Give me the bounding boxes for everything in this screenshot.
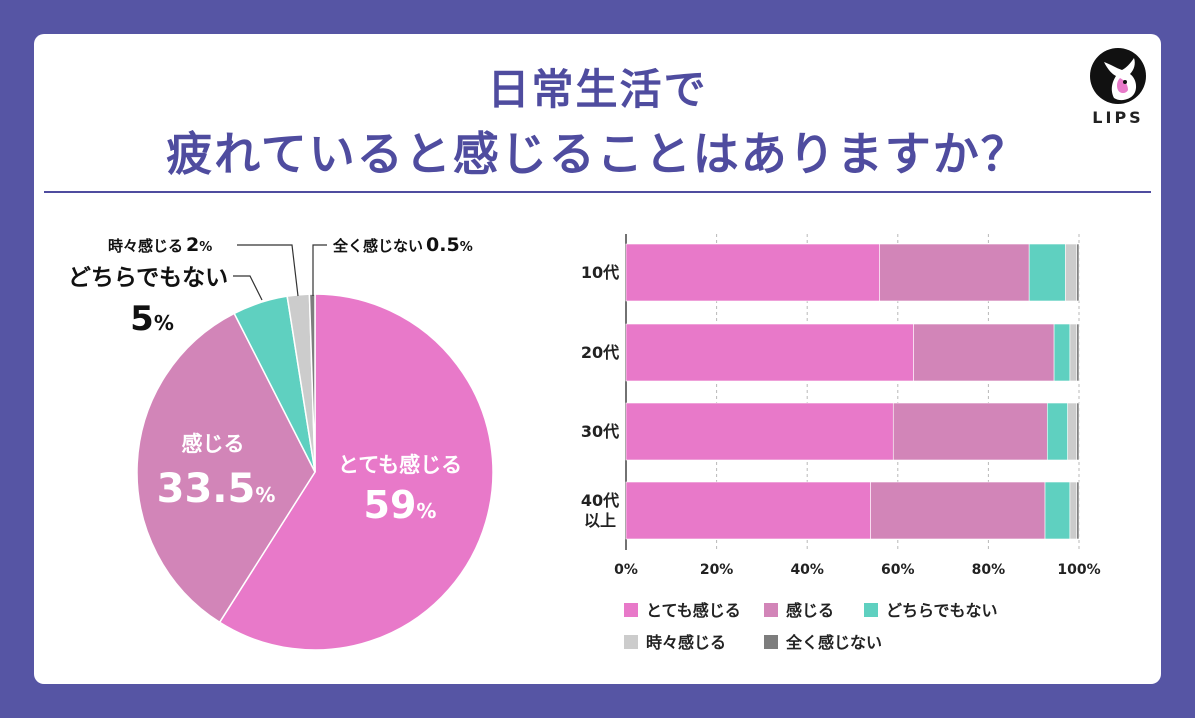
legend-label-4: 全く感じない xyxy=(785,633,882,652)
pie-label-never: 全く感じない 0.5% xyxy=(332,234,473,256)
pie-label-neither: どちらでもない xyxy=(68,265,228,291)
stacked-bar-chart: 0% 20% 40% 60% 80% 100% 10代 20代 30代 40代以上 xyxy=(581,234,1101,578)
legend-swatch-3 xyxy=(624,635,638,649)
bar-3-0 xyxy=(625,481,871,540)
bar-1-3 xyxy=(1069,323,1078,382)
legend-label-0: とても感じる xyxy=(646,601,741,620)
y-category-label-1: 20代 xyxy=(581,343,619,362)
pie-value-very: 59% xyxy=(364,483,437,527)
x-tick-label-1: 20% xyxy=(700,562,734,578)
bar-2-2 xyxy=(1046,402,1068,461)
title-line-2: 疲れていると感じることはありますか？ xyxy=(166,127,1029,181)
bar-0-3 xyxy=(1065,243,1078,302)
pie-slice-1 xyxy=(136,312,316,624)
bar-2-3 xyxy=(1067,402,1078,461)
y-category-label-0: 10代 xyxy=(581,263,619,282)
x-tick-label-2: 40% xyxy=(790,562,824,578)
logo-circle xyxy=(1090,48,1146,104)
x-tick-label-4: 80% xyxy=(972,562,1006,578)
bar-2-1 xyxy=(892,402,1048,461)
bar-3-1 xyxy=(870,481,1046,540)
legend-swatch-4 xyxy=(764,635,778,649)
pie-slice-0 xyxy=(218,293,494,651)
x-tick-label-5: 100% xyxy=(1057,562,1100,578)
bar-1-4 xyxy=(1076,323,1080,382)
bar-0-4 xyxy=(1076,243,1080,302)
bar-0-1 xyxy=(879,243,1030,302)
bar-1-1 xyxy=(913,323,1055,382)
bar-3-3 xyxy=(1069,481,1078,540)
lips-logo: LIPS xyxy=(1086,48,1150,134)
y-category-label-3: 40代以上 xyxy=(581,491,619,530)
legend-swatch-2 xyxy=(864,603,878,617)
y-category-label-2: 30代 xyxy=(581,422,619,441)
logo-text: LIPS xyxy=(1092,108,1144,127)
bar-3-2 xyxy=(1044,481,1071,540)
leader-line-neither xyxy=(233,275,263,301)
pie-label-feel: 感じる xyxy=(182,432,245,456)
bar-1-0 xyxy=(625,323,914,382)
bar-0-0 xyxy=(625,243,880,302)
pie-label-sometimes: 時々感じる 2% xyxy=(108,234,212,256)
legend-swatch-0 xyxy=(624,603,638,617)
bar-3-4 xyxy=(1076,481,1080,540)
pie-value-neither: 5% xyxy=(130,299,174,339)
x-tick-label-3: 60% xyxy=(881,562,915,578)
pie-slice-4 xyxy=(308,293,316,473)
bar-1-2 xyxy=(1053,323,1071,382)
pie-chart: とても感じる 59% 感じる 33.5% どちらでもない 5% 時々感じる 2% 全く感じない 0… xyxy=(68,234,494,651)
legend-label-2: どちらでもない xyxy=(886,601,998,620)
leader-line-sometimes xyxy=(237,244,299,297)
pie-label-very: とても感じる xyxy=(338,453,462,477)
leader-line-never xyxy=(312,244,327,296)
legend-label-3: 時々感じる xyxy=(646,633,726,652)
title-divider xyxy=(44,191,1151,193)
legend-swatch-1 xyxy=(764,603,778,617)
deer-icon xyxy=(1104,58,1137,101)
bar-2-4 xyxy=(1076,402,1080,461)
pie-value-feel: 33.5% xyxy=(157,466,276,512)
bar-0-2 xyxy=(1028,243,1066,302)
bar-2-0 xyxy=(625,402,894,461)
legend-label-1: 感じる xyxy=(786,601,834,620)
x-tick-label-0: 0% xyxy=(614,562,638,578)
title-line-1: 日常生活で xyxy=(487,65,708,114)
